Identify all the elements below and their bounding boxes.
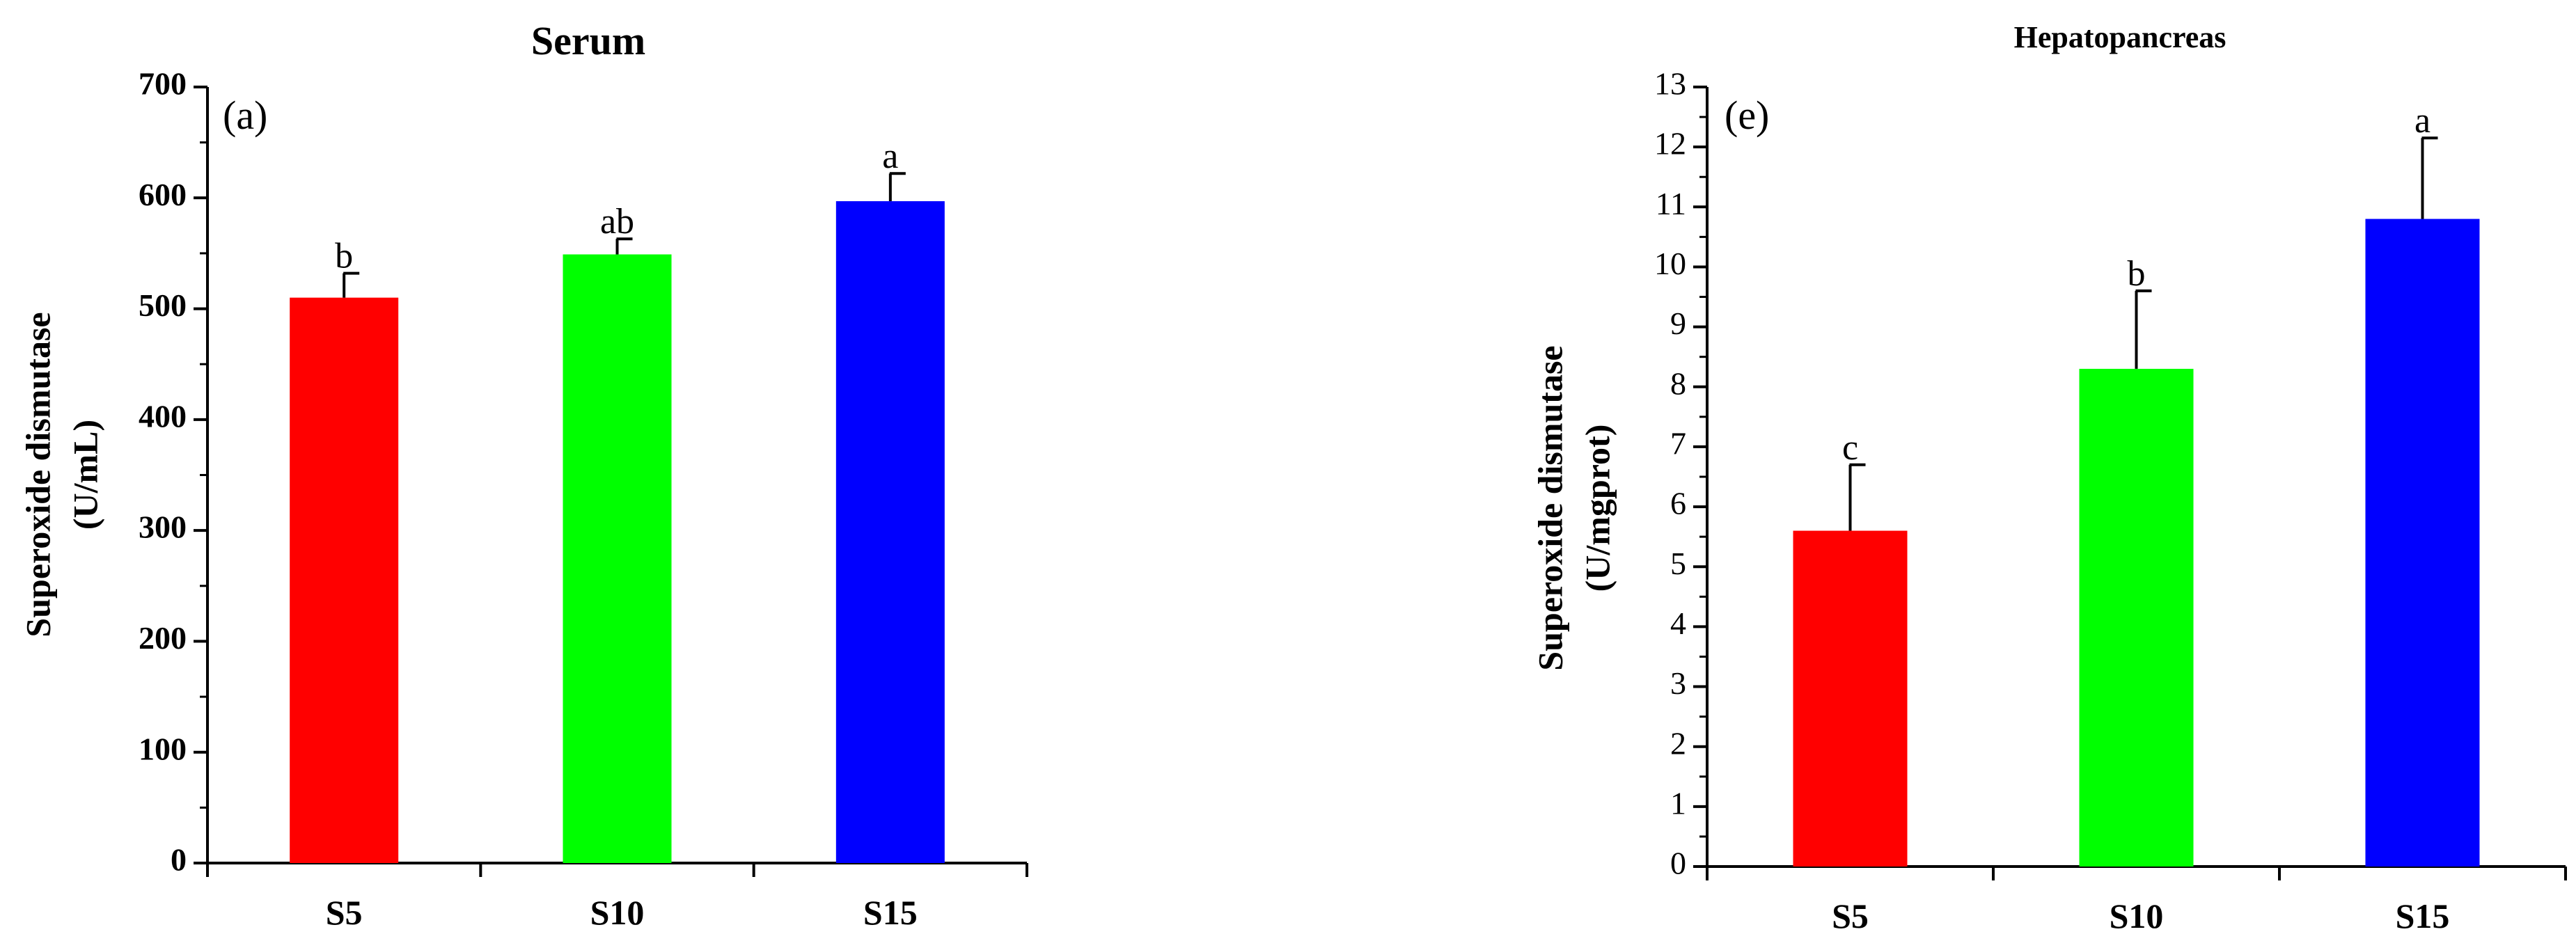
significance-label: ab bbox=[600, 202, 634, 242]
y-tick-label: 3 bbox=[1670, 665, 1686, 701]
y-tick-label: 13 bbox=[1654, 66, 1686, 102]
bar bbox=[1793, 531, 1908, 867]
y-tick-label: 8 bbox=[1670, 365, 1686, 401]
y-tick-label: 600 bbox=[139, 177, 187, 212]
x-tick-label: S5 bbox=[1832, 896, 1869, 935]
y-tick-label: 400 bbox=[139, 398, 187, 434]
x-tick-label: S10 bbox=[2110, 896, 2164, 935]
chart-title: Hepatopancreas bbox=[2014, 20, 2226, 54]
bar bbox=[836, 201, 945, 863]
significance-label: a bbox=[882, 136, 898, 176]
y-axis-label-line-2: (U/mgprot) bbox=[1578, 425, 1617, 592]
y-tick-label: 300 bbox=[139, 509, 187, 545]
y-tick-label: 6 bbox=[1670, 486, 1686, 521]
y-axis-label-line-1: Superoxide dismutase bbox=[18, 312, 57, 637]
y-axis-label-line-2: (U/mL) bbox=[65, 420, 104, 530]
panel-label: (e) bbox=[1725, 93, 1769, 138]
y-tick-label: 500 bbox=[139, 287, 187, 323]
significance-label: c bbox=[1842, 428, 1858, 468]
chart-title: Serum bbox=[531, 18, 645, 63]
y-tick-label: 4 bbox=[1670, 606, 1686, 641]
significance-label: b bbox=[2128, 254, 2146, 294]
bar bbox=[2080, 369, 2194, 867]
significance-label: a bbox=[2414, 101, 2430, 141]
bar bbox=[290, 298, 398, 863]
y-tick-label: 5 bbox=[1670, 546, 1686, 581]
x-tick-label: S10 bbox=[590, 893, 645, 932]
y-tick-label: 1 bbox=[1670, 785, 1686, 821]
y-tick-label: 200 bbox=[139, 620, 187, 656]
significance-label: b bbox=[335, 237, 353, 276]
y-axis-label-line-1: Superoxide dismutase bbox=[1530, 345, 1569, 670]
y-tick-label: 11 bbox=[1656, 186, 1686, 221]
y-tick-label: 12 bbox=[1654, 126, 1686, 161]
x-tick-label: S15 bbox=[2396, 896, 2450, 935]
x-tick-label: S15 bbox=[863, 893, 918, 932]
y-tick-label: 9 bbox=[1670, 306, 1686, 341]
panel-label: (a) bbox=[223, 93, 267, 138]
bar bbox=[2366, 219, 2480, 867]
y-tick-label: 0 bbox=[171, 842, 187, 878]
y-tick-label: 7 bbox=[1670, 425, 1686, 461]
x-tick-label: S5 bbox=[326, 893, 363, 932]
y-tick-label: 100 bbox=[139, 731, 187, 766]
bar bbox=[563, 255, 672, 863]
y-tick-label: 700 bbox=[139, 66, 187, 102]
y-tick-label: 2 bbox=[1670, 725, 1686, 761]
y-tick-label: 0 bbox=[1670, 846, 1686, 881]
chart-hepatopancreas: Hepatopancreas (e) Superoxide dismutase … bbox=[1530, 20, 2566, 935]
y-tick-label: 10 bbox=[1654, 246, 1686, 281]
chart-serum: Serum (a) Superoxide dismutase (U/mL) 0 1… bbox=[18, 18, 1027, 932]
